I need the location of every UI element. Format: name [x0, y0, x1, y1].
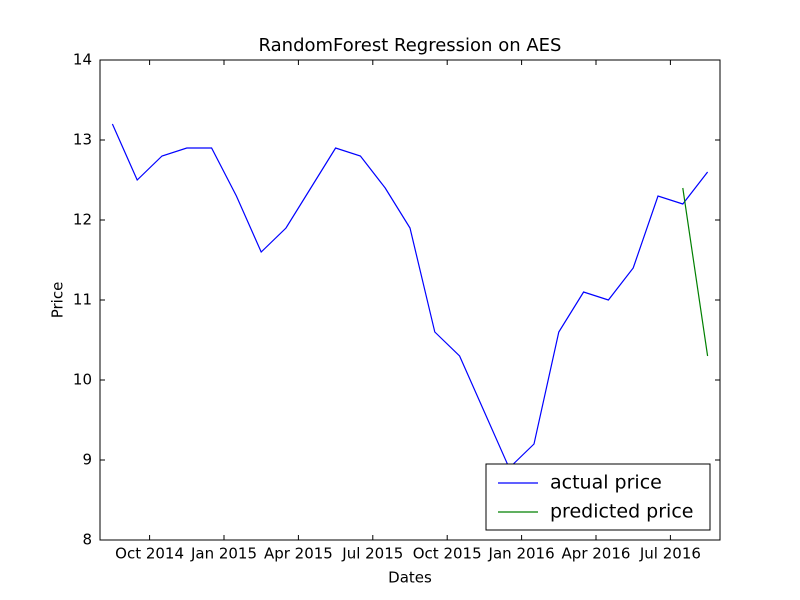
x-tick-label: Apr 2015	[264, 545, 333, 563]
chart-title: RandomForest Regression on AES	[259, 35, 562, 56]
y-tick-label: 9	[82, 451, 92, 469]
y-tick-label: 8	[82, 531, 92, 549]
legend-label: predicted price	[550, 501, 693, 523]
series-line	[111, 123, 709, 470]
legend-box	[485, 463, 711, 531]
x-tick-label: Oct 2015	[413, 545, 482, 563]
plot-frame	[99, 59, 721, 541]
x-axis-label: Dates	[388, 569, 432, 587]
x-tick-label: Jan 2015	[190, 545, 257, 563]
y-tick-label: 14	[73, 51, 92, 69]
x-tick-label: Oct 2014	[115, 545, 184, 563]
x-tick-label: Jul 2015	[341, 545, 403, 563]
series-line	[682, 187, 709, 357]
y-tick-label: 12	[73, 211, 92, 229]
y-axis-label: Price	[49, 282, 67, 319]
y-tick-label: 13	[73, 131, 92, 149]
x-tick-label: Jan 2016	[488, 545, 555, 563]
x-tick-label: Apr 2016	[562, 545, 631, 563]
y-tick-label: 11	[73, 291, 92, 309]
x-tick-label: Jul 2016	[639, 545, 701, 563]
legend-label: actual price	[550, 472, 662, 494]
y-tick-label: 10	[73, 371, 92, 389]
